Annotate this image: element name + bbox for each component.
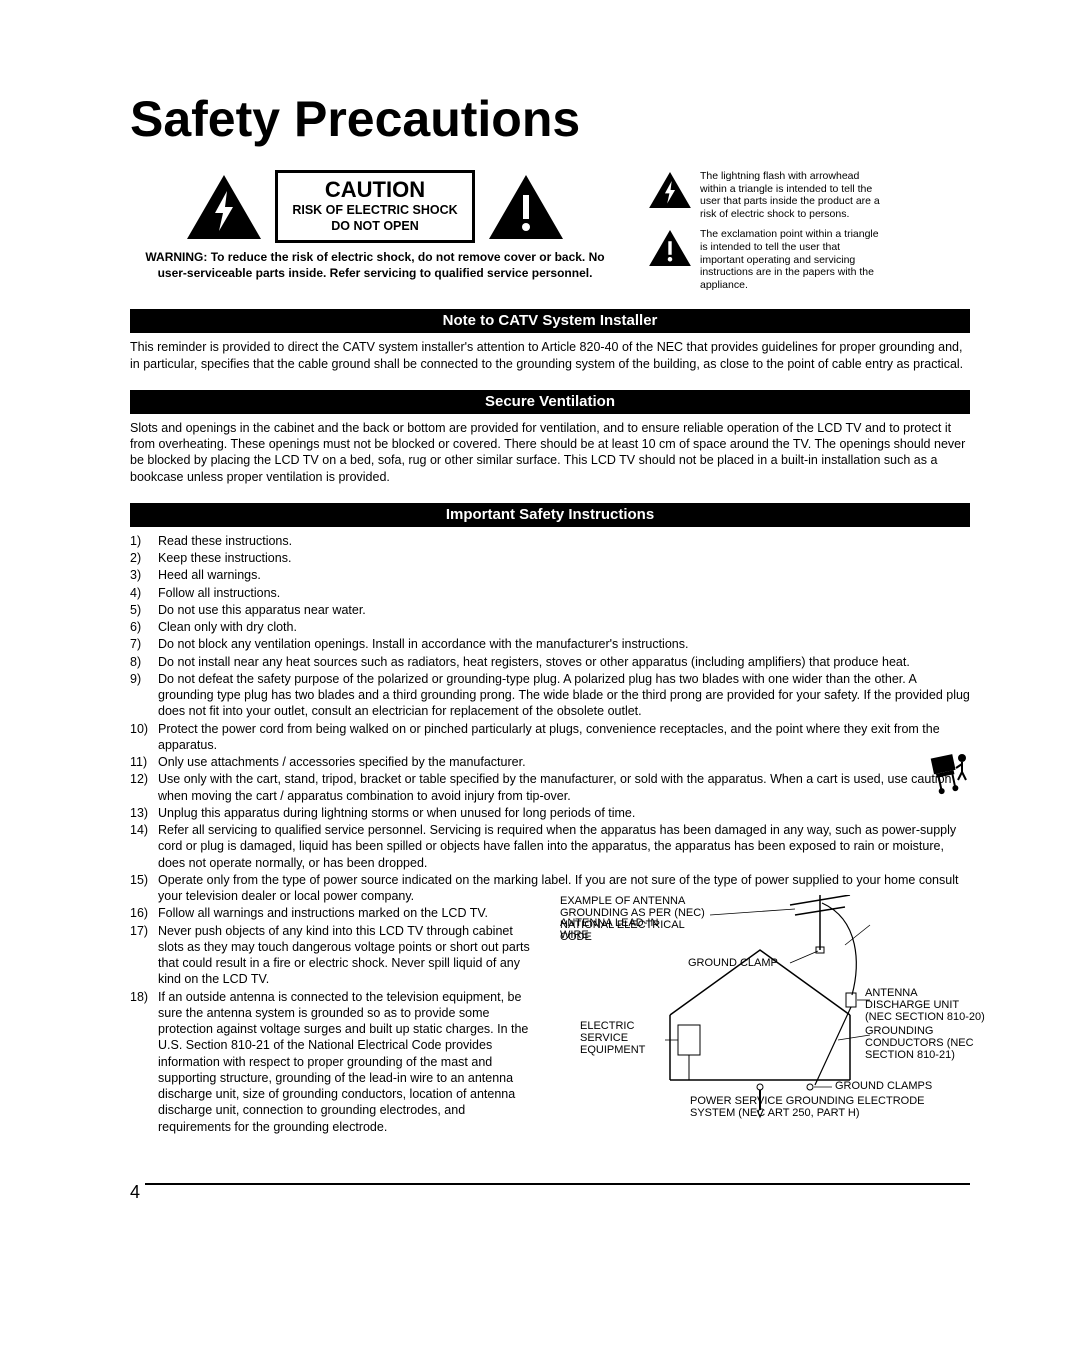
cart-tipover-icon	[920, 748, 970, 798]
instruction-item: Do not defeat the safety purpose of the …	[130, 671, 970, 720]
page-number: 4	[130, 1182, 140, 1203]
instruction-item: Protect the power cord from being walked…	[130, 721, 970, 754]
ant-clamps: GROUND CLAMPS	[835, 1080, 932, 1092]
ant-service: ELECTRIC SERVICE EQUIPMENT	[580, 1020, 665, 1056]
instruction-item: Do not use this apparatus near water.	[130, 602, 970, 618]
instruction-item: Read these instructions.	[130, 533, 970, 549]
page-title: Safety Precautions	[130, 90, 970, 148]
ant-leadin: ANTENNA LEAD-IN WIRE	[560, 917, 670, 941]
instruction-item: Never push objects of any kind into this…	[130, 923, 540, 988]
caution-row: CAUTION RISK OF ELECTRIC SHOCK DO NOT OP…	[130, 170, 970, 291]
page-rule	[145, 1183, 970, 1185]
ant-conductors: GROUNDING CONDUCTORS (NEC SECTION 810-21…	[865, 1025, 985, 1061]
ant-electrode: POWER SERVICE GROUNDING ELECTRODE SYSTEM…	[690, 1095, 940, 1119]
section-vent-text: Slots and openings in the cabinet and th…	[130, 420, 970, 485]
section-catv-text: This reminder is provided to direct the …	[130, 339, 970, 372]
instruction-item: Refer all servicing to qualified service…	[130, 822, 970, 871]
instruction-item: If an outside antenna is connected to th…	[130, 989, 540, 1135]
instruction-item: Heed all warnings.	[130, 567, 970, 583]
section-catv-title: Note to CATV System Installer	[130, 309, 970, 333]
antenna-figure: EXAMPLE OF ANTENNA GROUNDING AS PER (NEC…	[560, 895, 970, 1128]
instruction-item: Do not install near any heat sources suc…	[130, 654, 970, 670]
caution-box: CAUTION RISK OF ELECTRIC SHOCK DO NOT OP…	[275, 170, 475, 243]
section-vent-title: Secure Ventilation	[130, 390, 970, 414]
instruction-item: Only use attachments / accessories speci…	[130, 754, 970, 770]
shock-triangle-icon	[185, 173, 263, 241]
caution-heading: CAUTION	[288, 177, 462, 203]
instruction-item: Clean only with dry cloth.	[130, 619, 970, 635]
instruction-item: Keep these instructions.	[130, 550, 970, 566]
excl-note: The exclamation point within a triangle …	[700, 228, 880, 291]
instruction-item: Do not block any ventilation openings. I…	[130, 636, 970, 652]
icon-notes: The lightning flash with arrowhead withi…	[648, 170, 880, 291]
shock-triangle-small-icon	[648, 170, 692, 210]
caution-sub2: DO NOT OPEN	[288, 219, 462, 235]
section-instr-title: Important Safety Instructions	[130, 503, 970, 527]
bolt-note: The lightning flash with arrowhead withi…	[700, 170, 880, 220]
exclamation-triangle-icon	[487, 173, 565, 241]
caution-warning: WARNING: To reduce the risk of electric …	[130, 249, 620, 281]
instruction-item: Use only with the cart, stand, tripod, b…	[130, 771, 970, 804]
ant-clamp1: GROUND CLAMP	[688, 957, 778, 969]
caution-block: CAUTION RISK OF ELECTRIC SHOCK DO NOT OP…	[130, 170, 620, 282]
exclamation-triangle-small-icon	[648, 228, 692, 268]
instruction-item: Unplug this apparatus during lightning s…	[130, 805, 970, 821]
ant-discharge: ANTENNA DISCHARGE UNIT (NEC SECTION 810-…	[865, 987, 985, 1023]
instruction-item: Follow all instructions.	[130, 585, 970, 601]
caution-sub1: RISK OF ELECTRIC SHOCK	[288, 203, 462, 219]
